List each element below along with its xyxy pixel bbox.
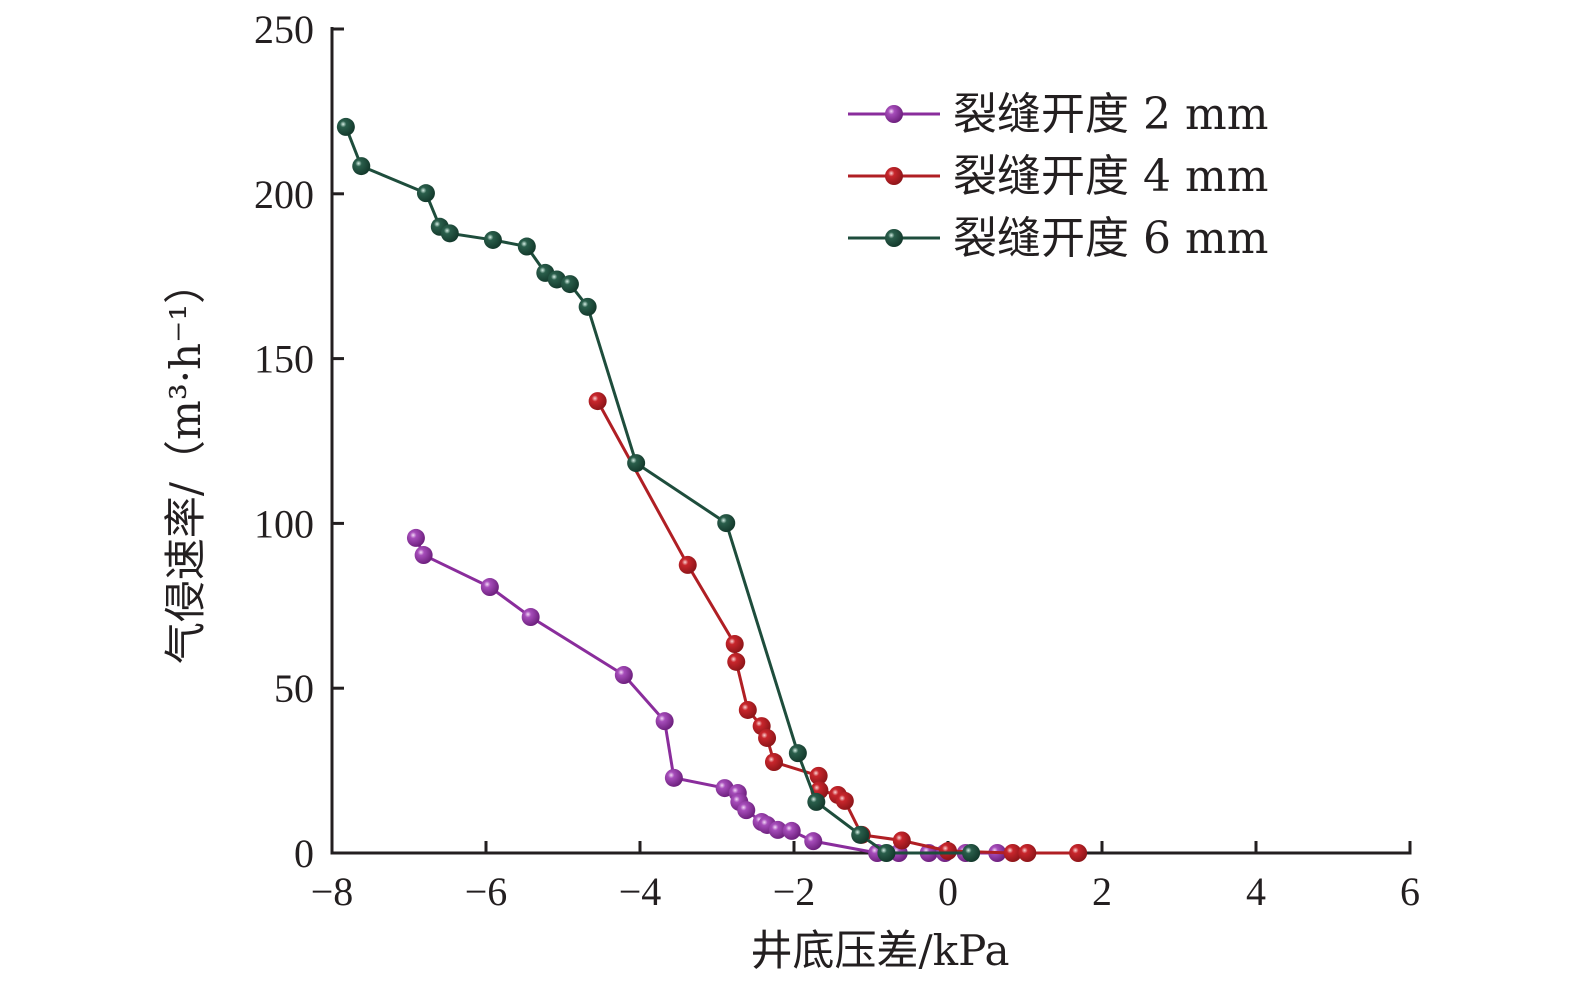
y-tick-label: 200 [254, 172, 314, 217]
data-point [578, 297, 597, 316]
x-tick-label: −2 [773, 869, 816, 914]
data-point [717, 514, 736, 533]
data-point [560, 275, 579, 294]
x-tick-label: −6 [465, 869, 508, 914]
data-point [352, 157, 371, 176]
legend-marker [885, 229, 903, 247]
data-point [835, 791, 854, 810]
data-point [725, 635, 744, 654]
data-point [807, 792, 826, 811]
data-point [517, 237, 536, 256]
legend-marker [885, 167, 903, 185]
x-tick-label: 0 [938, 869, 958, 914]
x-tick-label: −4 [619, 869, 662, 914]
data-point [336, 117, 355, 136]
x-tick-label: 6 [1400, 869, 1420, 914]
data-point [416, 184, 435, 203]
series-line [344, 126, 972, 855]
data-point [788, 744, 807, 763]
y-tick-label: 100 [254, 501, 314, 546]
data-point [440, 224, 459, 243]
axes: −8 −6 −4 −2 0 2 4 6 0 50 100 150 200 250 [254, 7, 1420, 914]
data-point [738, 700, 757, 719]
data-point [764, 753, 783, 772]
x-tick-label: 4 [1246, 869, 1266, 914]
legend-label: 裂缝开度 2 mm [953, 89, 1268, 140]
data-point [655, 712, 674, 731]
series-1 [588, 392, 1088, 862]
y-axis-title: 气侵速率/（m³·h⁻¹） [161, 262, 210, 664]
legend-label: 裂缝开度 6 mm [953, 213, 1268, 264]
data-point [406, 528, 425, 547]
data-point [414, 546, 433, 565]
data-point [939, 842, 957, 861]
data-point [664, 768, 683, 787]
series-0 [406, 528, 1007, 862]
legend-label: 裂缝开度 4 mm [953, 151, 1268, 202]
data-point [768, 820, 787, 839]
data-point [782, 821, 801, 840]
data-point [1069, 844, 1088, 862]
legend: 裂缝开度 2 mm 裂缝开度 4 mm 裂缝开度 6 mm [848, 89, 1268, 264]
series-layer [336, 117, 1088, 862]
y-tick-label: 50 [274, 666, 314, 711]
x-tick-label: 2 [1092, 869, 1112, 914]
data-point [627, 454, 646, 473]
data-point [804, 832, 823, 851]
data-point [588, 392, 607, 411]
series-line [414, 537, 998, 855]
x-tick-label: −8 [311, 869, 354, 914]
data-point [851, 825, 870, 844]
y-tick-label: 150 [254, 337, 314, 382]
legend-marker [885, 105, 903, 123]
data-point [758, 728, 777, 747]
data-point [877, 844, 896, 862]
y-tick-label: 0 [294, 831, 314, 876]
series-2 [336, 117, 981, 862]
data-point [521, 608, 540, 627]
data-point [480, 578, 499, 597]
data-point [727, 652, 746, 671]
data-point [892, 831, 911, 850]
data-point [614, 666, 633, 685]
data-point [1003, 844, 1022, 862]
data-point [483, 230, 502, 249]
data-point [737, 801, 756, 820]
data-point [809, 766, 828, 785]
data-point [962, 844, 981, 862]
y-tick-label: 250 [254, 7, 314, 52]
data-point [678, 555, 697, 574]
data-point [1018, 844, 1037, 862]
x-axis-title: 井底压差/kPa [750, 926, 1009, 975]
